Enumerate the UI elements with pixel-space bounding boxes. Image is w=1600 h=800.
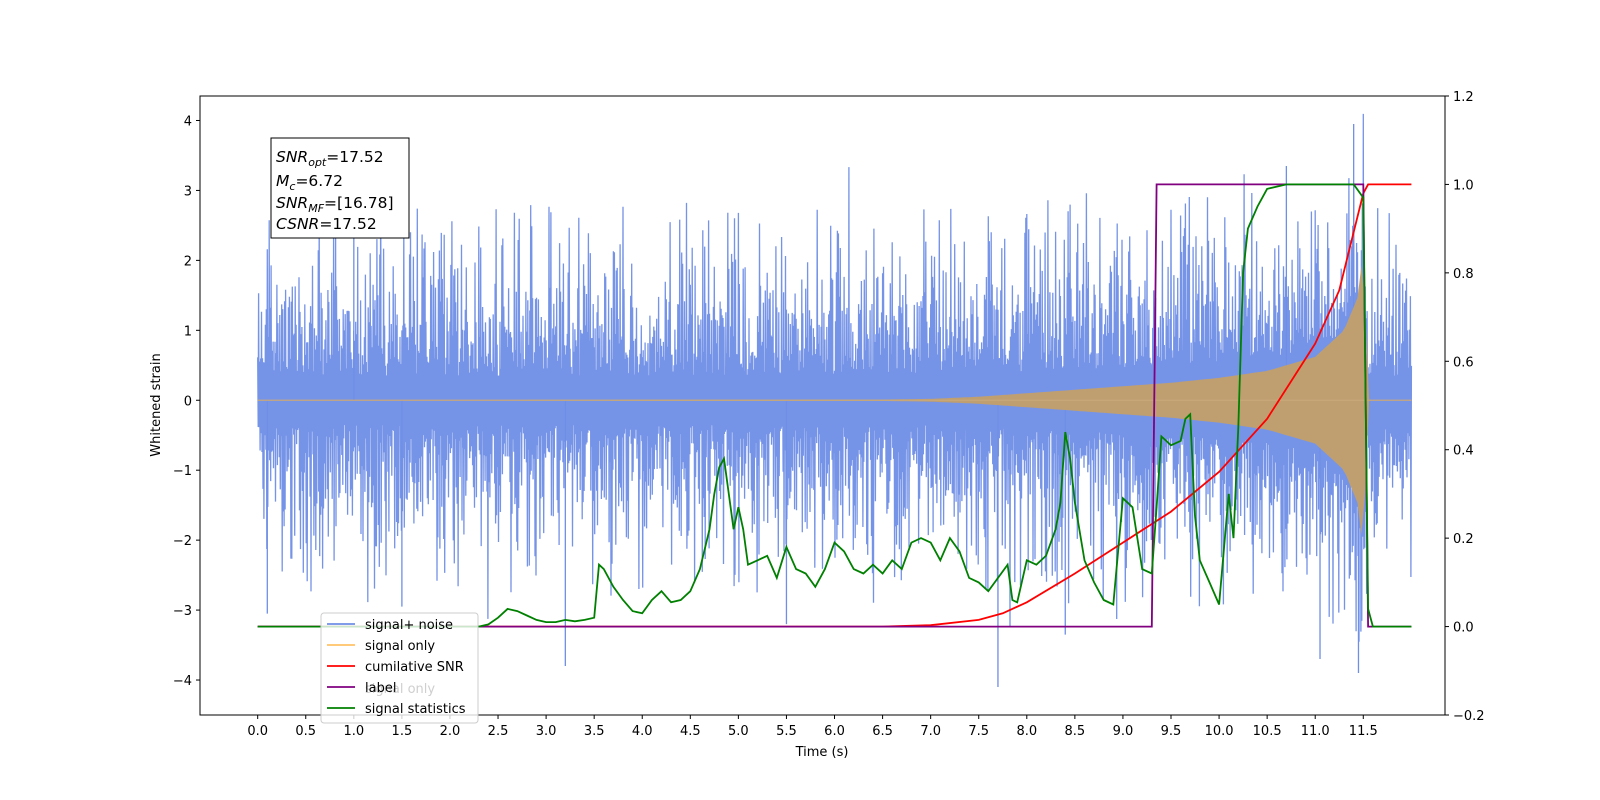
y2-tick-label: 0.2: [1453, 532, 1474, 547]
x-tick-label: 11.0: [1301, 724, 1330, 739]
x-tick-label: 1.0: [343, 724, 364, 739]
legend-label: signal+ noise: [365, 618, 453, 633]
y2-tick-label: −0.2: [1453, 709, 1485, 724]
x-tick-label: 8.5: [1065, 724, 1086, 739]
y-tick-label: 3: [184, 184, 192, 199]
x-tick-label: 10.0: [1205, 724, 1234, 739]
legend-label: signal statistics: [365, 702, 466, 717]
x-tick-label: 4.5: [680, 724, 701, 739]
y-tick-label: 1: [184, 324, 192, 339]
series-signal-noise-line: [257, 113, 1413, 642]
y-axis-right: −0.2 0.0 0.2 0.4 0.6 0.8 1.0 1.2: [1445, 90, 1485, 724]
annotation-line-csnr: CSNR=17.52: [276, 215, 377, 233]
y2-tick-label: 1.0: [1453, 178, 1474, 193]
y2-tick-label: 0.0: [1453, 621, 1474, 636]
x-tick-label: 6.0: [824, 724, 845, 739]
legend-label: signal only: [365, 639, 435, 654]
x-tick-label: 6.5: [872, 724, 893, 739]
y-tick-label: −4: [173, 674, 192, 689]
y2-tick-label: 0.8: [1453, 267, 1474, 282]
legend-entries: signal+ noise signal only cumilative SNR la…: [327, 618, 466, 717]
annotation-frame: [270, 137, 410, 239]
x-tick-label: 5.0: [728, 724, 749, 739]
y-axis-label: Whitened strain: [149, 353, 164, 456]
x-axis: 0.0 0.5 1.0 1.5 2.0 2.5 3.0 3.5 4.0 4.5 5.0 5.5 6.0 6…: [247, 715, 1378, 739]
x-tick-label: 7.5: [968, 724, 989, 739]
y2-tick-label: 0.6: [1453, 355, 1474, 370]
y-tick-label: 0: [184, 394, 192, 409]
x-tick-label: 4.0: [632, 724, 653, 739]
x-tick-label: 8.0: [1016, 724, 1037, 739]
y-tick-label: −2: [173, 534, 192, 549]
x-axis-label: Time (s): [795, 745, 849, 760]
x-tick-label: 9.5: [1161, 724, 1182, 739]
x-tick-label: 10.5: [1253, 724, 1282, 739]
x-tick-label: 2.0: [440, 724, 461, 739]
legend-ghost-text: signal only: [365, 682, 435, 697]
series-cumulative-snr-line: [257, 183, 1412, 628]
x-tick-label: 3.0: [536, 724, 557, 739]
y-tick-label: −3: [173, 604, 192, 619]
annotation-line-mc: Mc=6.72: [276, 172, 343, 193]
y-axis-left: −4 −3 −2 −1 0 1 2 3 4: [173, 114, 200, 689]
y2-tick-label: 0.4: [1453, 444, 1474, 459]
legend-label: cumilative SNR: [365, 660, 464, 675]
x-tick-label: 9.0: [1113, 724, 1134, 739]
x-tick-label: 0.5: [295, 724, 316, 739]
y-tick-label: −1: [173, 464, 192, 479]
x-tick-label: 7.0: [920, 724, 941, 739]
y-tick-label: 2: [184, 254, 192, 269]
x-tick-label: 11.5: [1349, 724, 1378, 739]
x-tick-label: 5.5: [776, 724, 797, 739]
x-tick-label: 2.5: [488, 724, 509, 739]
legend-frame: [320, 612, 479, 724]
series-signal-statistics-line: [257, 183, 1412, 628]
stats-annotation-box: SNRopt=17.52 Mc=6.72 SNRMF=[16.78] CSNR=…: [270, 137, 410, 239]
legend: signal only signal+ noise signal only cumi…: [320, 612, 479, 724]
y-tick-label: 4: [184, 114, 192, 129]
legend-label: label: [365, 681, 396, 696]
x-tick-label: 1.5: [392, 724, 413, 739]
plot-area: [257, 113, 1413, 688]
annotation-line-snr-mf: SNRMF=[16.78]: [276, 194, 394, 215]
x-tick-label: 0.0: [247, 724, 268, 739]
x-tick-label: 3.5: [584, 724, 605, 739]
y2-tick-label: 1.2: [1453, 90, 1474, 105]
annotation-line-snr-opt: SNRopt=17.52: [276, 148, 384, 169]
axes-frame: [199, 95, 1446, 716]
